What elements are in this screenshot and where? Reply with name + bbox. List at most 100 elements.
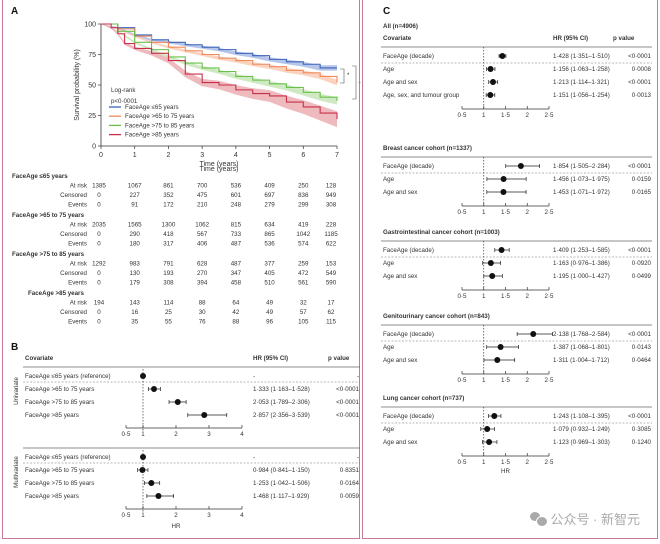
group-label: Univariate: [13, 377, 20, 405]
hr-ci-text: 1·854 (1·505–2·284): [553, 163, 610, 170]
risk-cell: 347: [231, 270, 242, 277]
risk-cell: 17: [328, 300, 335, 307]
y-tick-label: 50: [88, 83, 96, 90]
risk-row-label: Events: [68, 280, 87, 287]
risk-cell: 419: [298, 222, 309, 229]
forest-row-label: Age, sex, and tumour group: [383, 92, 460, 99]
forest-tick-label: 3: [207, 512, 211, 519]
hr-ci-text: 0·984 (0·841–1·150): [253, 467, 310, 474]
forest-tick-label: 0·5: [458, 112, 468, 119]
x-tick-label: 7: [335, 152, 339, 159]
forest-row-label: FaceAge (decade): [383, 163, 434, 170]
forest-tick-label: 2: [526, 459, 530, 466]
risk-cell: 352: [163, 192, 174, 199]
x-tick-label: 3: [200, 152, 204, 159]
risk-cell: 35: [131, 319, 138, 326]
risk-cell: 115: [326, 319, 336, 326]
hr-point: [500, 176, 507, 182]
hr-ci-text: 1·253 (1·042–1·506): [253, 480, 310, 487]
bracket-2: [352, 65, 357, 100]
p-value: -: [357, 454, 359, 461]
forest-tick-label: 1: [482, 459, 486, 466]
risk-row-label: Censored: [60, 192, 87, 199]
p-value: 0·3085: [632, 426, 652, 433]
bracket-star: *: [347, 72, 350, 79]
risk-cell: 405: [264, 270, 275, 277]
cohort-title: Gastrointestinal cancer cohort (n=1003): [383, 229, 500, 236]
risk-cell: 179: [130, 280, 141, 287]
risk-cell: 590: [326, 280, 337, 287]
risk-cell: 0: [97, 270, 101, 277]
col-covariate: Covariate: [383, 35, 412, 42]
p-value: 0·0464: [632, 357, 652, 364]
risk-cell: 697: [264, 192, 275, 199]
hr-ci-text: 1·311 (1·004–1·712): [553, 357, 609, 364]
risk-cell: 16: [131, 309, 138, 316]
hr-point: [490, 79, 497, 85]
x-tick-label: 6: [301, 152, 305, 159]
risk-cell: 949: [326, 192, 337, 199]
forest-tick-label: 2: [526, 293, 530, 300]
p-value: 0·0164: [340, 480, 360, 487]
risk-cell: 418: [163, 231, 174, 238]
risk-cell: 1565: [128, 222, 142, 229]
risk-cell: 700: [197, 183, 208, 190]
forest-row-label: FaceAge >65 to 75 years: [25, 386, 94, 393]
forest-row-label: FaceAge >75 to 85 years: [25, 399, 94, 406]
km-ci-band: [101, 24, 337, 128]
forest-tick-label: 2: [174, 431, 178, 438]
risk-cell: 1385: [92, 183, 106, 190]
forest-row-label: FaceAge ≤65 years (reference): [25, 373, 111, 380]
hr-ci-text: 1·468 (1·117–1·929): [253, 493, 309, 500]
forest-row-label: FaceAge >85 years: [25, 493, 79, 500]
hr-point: [500, 189, 507, 195]
y-tick-label: 25: [88, 113, 96, 120]
watermark-text: 公众号 · 新智元: [550, 512, 640, 527]
risk-cell: 536: [264, 241, 275, 248]
risk-row-label: Events: [68, 241, 87, 248]
risk-cell: 1300: [162, 222, 176, 229]
risk-group-title: FaceAge >85 years: [28, 290, 84, 297]
col-p: p value: [613, 35, 635, 42]
risk-cell: 1042: [296, 231, 310, 238]
forest-tick-label: 1·5: [501, 112, 511, 119]
risk-cell: 64: [232, 300, 239, 307]
risk-cell: 634: [264, 222, 275, 229]
p-value: 0·1240: [632, 439, 652, 446]
p-value: <0·0001: [628, 247, 651, 254]
risk-cell: 114: [163, 300, 173, 307]
risk-cell: 57: [300, 309, 307, 316]
risk-cell: 259: [298, 261, 309, 268]
risk-cell: 475: [197, 192, 208, 199]
km-ci-band: [101, 24, 337, 86]
forest-tick-label: 2·5: [545, 459, 555, 466]
hr-point: [155, 493, 162, 499]
x-tick-label: 4: [234, 152, 238, 159]
hr-point: [489, 273, 496, 279]
forest-tick-label: 0·5: [458, 209, 468, 216]
forest-row-label: FaceAge >85 years: [25, 412, 79, 419]
risk-group-title: FaceAge >75 to 85 years: [12, 251, 85, 258]
forest-row-label: FaceAge ≤65 years (reference): [25, 454, 111, 461]
risk-cell: 153: [326, 261, 337, 268]
hr-point: [150, 386, 157, 392]
p-value: <0·0001: [336, 386, 359, 393]
risk-cell: 1062: [195, 222, 209, 229]
risk-group-title: FaceAge >65 to 75 years: [12, 212, 85, 219]
risk-row-label: Events: [68, 202, 87, 209]
forest-tick-label: 1: [141, 431, 145, 438]
risk-cell: 193: [163, 270, 174, 277]
forest-row-label: Age: [383, 426, 395, 433]
risk-cell: 228: [326, 222, 337, 229]
bracket-arrow: →: [357, 79, 361, 86]
risk-cell: 290: [130, 231, 141, 238]
hr-ci-text: -: [253, 373, 255, 380]
col-hr: HR (95% CI): [553, 35, 588, 42]
risk-cell: 2035: [92, 222, 106, 229]
hr-ci-text: -: [253, 454, 255, 461]
forest-row-label: FaceAge (decade): [383, 53, 434, 60]
risk-cell: 0: [97, 231, 101, 238]
bracket-1: [340, 68, 345, 84]
risk-cell: 49: [266, 309, 273, 316]
